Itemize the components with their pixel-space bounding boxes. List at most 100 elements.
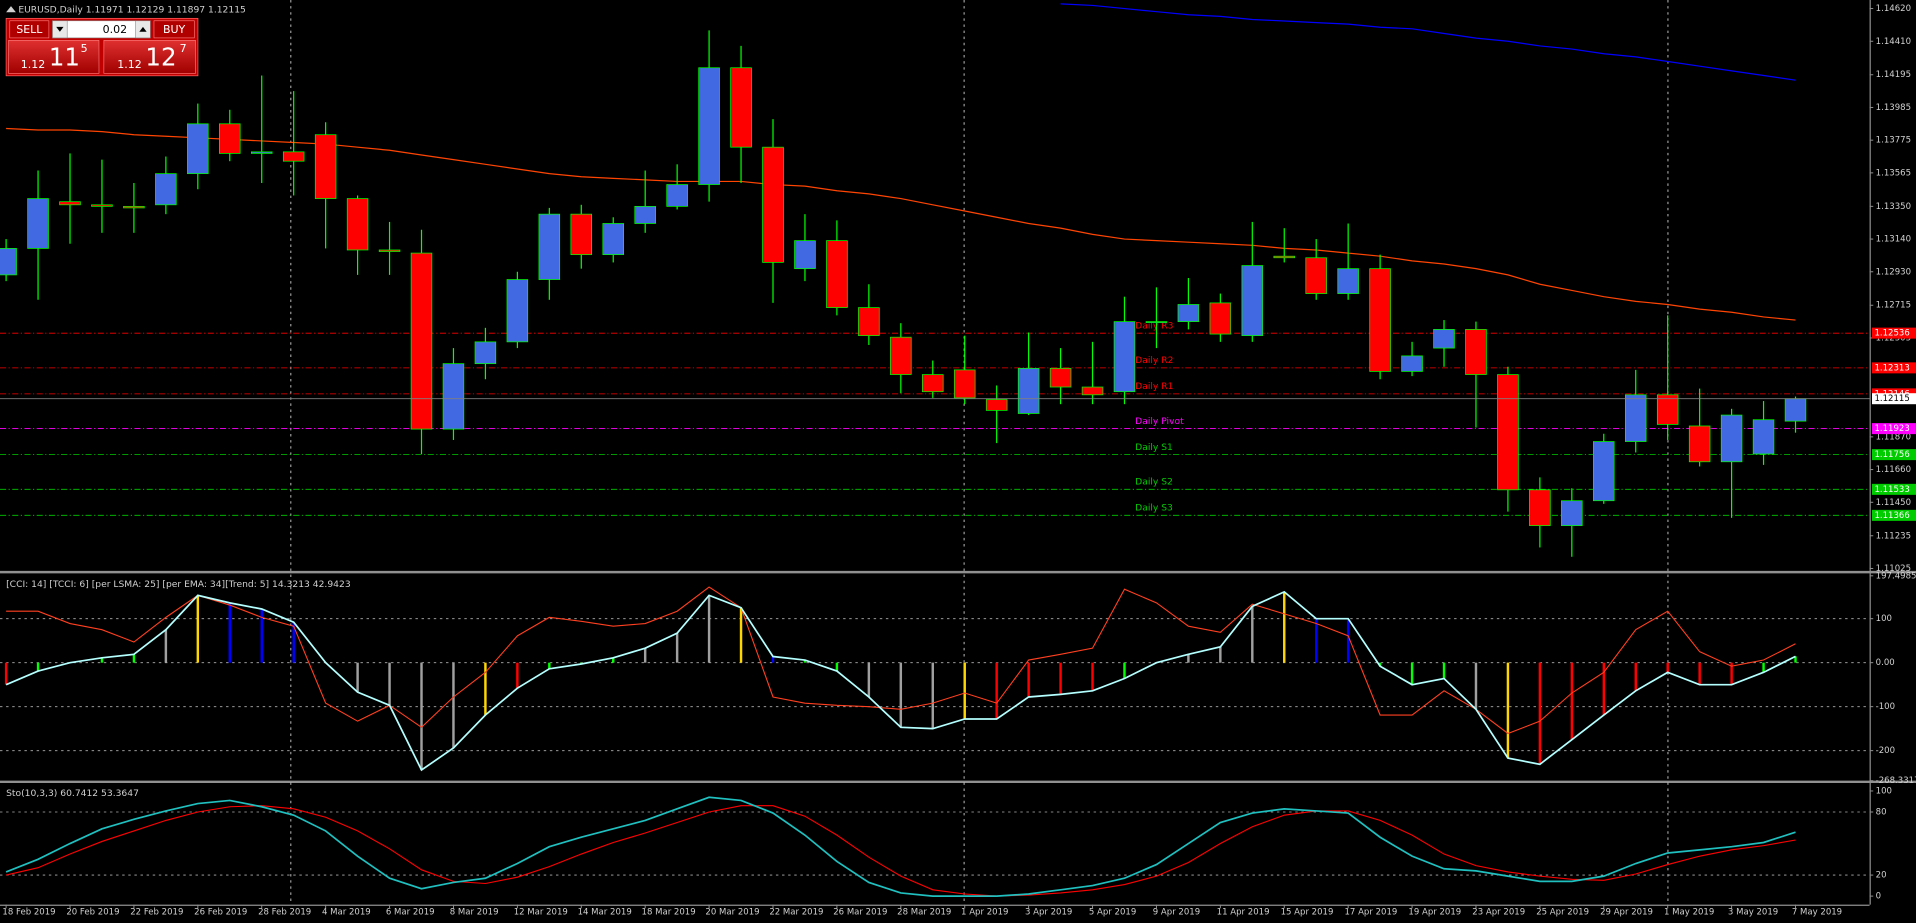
candle-body xyxy=(922,374,944,393)
x-tick-label: 3 Apr 2019 xyxy=(1025,907,1072,917)
x-tick-label: 6 Mar 2019 xyxy=(386,907,435,917)
x-tick-label: 18 Mar 2019 xyxy=(642,907,696,917)
y-tick-label: -100 xyxy=(1876,702,1895,712)
candle-body xyxy=(187,123,209,175)
price-tag xyxy=(1872,483,1916,495)
candle-body xyxy=(91,204,113,207)
y-tick-label: 1.14195 xyxy=(1876,70,1911,80)
candle-body xyxy=(1720,414,1743,463)
candle-body xyxy=(1433,329,1455,349)
y-tick-label: 1.12715 xyxy=(1876,301,1911,311)
candle-body xyxy=(1017,367,1040,414)
candle-body xyxy=(1401,355,1423,372)
buy-price-box[interactable] xyxy=(103,40,196,74)
candle-body xyxy=(442,363,465,430)
candle-body xyxy=(1561,500,1583,527)
candle-body xyxy=(826,240,848,308)
ask-pips: 12 xyxy=(145,43,176,72)
ask-big: 1.12 xyxy=(117,58,141,71)
indicator-line xyxy=(5,590,1796,772)
candle-body xyxy=(1784,398,1807,422)
candle-body xyxy=(123,205,145,209)
y-tick-label: -268.3317 xyxy=(1876,776,1916,786)
candle-body xyxy=(1497,374,1519,491)
candle-body xyxy=(59,201,81,206)
buy-label: BUY xyxy=(163,23,186,36)
candle-body xyxy=(506,279,529,343)
candle-body xyxy=(602,223,624,256)
candle-body xyxy=(794,240,816,270)
candle-body xyxy=(1656,394,1679,425)
candle-body xyxy=(890,336,912,375)
candle-body xyxy=(570,213,593,256)
price-plot xyxy=(6,3,1796,321)
y-tick-label: 1.11450 xyxy=(1876,498,1911,508)
indicator-line xyxy=(6,586,1796,735)
pivot-label: Daily R2 xyxy=(1135,355,1173,366)
x-tick-label: 25 Apr 2019 xyxy=(1536,907,1589,917)
sell-price-box[interactable] xyxy=(8,40,100,74)
candle-body xyxy=(474,341,497,365)
cci-title: [CCI: 14] [TCCI: 6] [per LSMA: 25] [per … xyxy=(6,579,351,590)
x-tick-label: 11 Apr 2019 xyxy=(1217,907,1270,917)
y-tick-label: 1.11870 xyxy=(1876,432,1911,442)
bid-pips: 11 xyxy=(49,43,80,72)
y-tick-label: 80 xyxy=(1876,807,1887,817)
decrease-arrow xyxy=(56,26,64,32)
price-tag xyxy=(1872,362,1916,374)
current-price-tag xyxy=(1872,393,1916,405)
candle-body xyxy=(698,67,720,185)
candle-body xyxy=(346,198,369,251)
sell-button[interactable] xyxy=(9,20,50,39)
x-tick-label: 19 Apr 2019 xyxy=(1408,907,1461,917)
indicator-line xyxy=(5,796,1796,897)
y-tick-label: 1.11660 xyxy=(1876,465,1911,475)
candle-body xyxy=(666,184,688,207)
x-tick-label: 26 Feb 2019 xyxy=(194,907,247,917)
candle-body xyxy=(1145,321,1168,323)
y-tick-label: 1.11235 xyxy=(1876,531,1911,541)
indicator-line xyxy=(5,805,1796,897)
x-tick-label: 8 Mar 2019 xyxy=(450,907,499,917)
candle-body xyxy=(1624,394,1647,442)
y-tick-label: 1.11025 xyxy=(1876,564,1911,574)
collapse-icon[interactable] xyxy=(6,6,16,13)
x-tick-label: 14 Mar 2019 xyxy=(578,907,632,917)
price-tag-label: 1.11366 xyxy=(1874,511,1909,521)
pivot-label: Daily S1 xyxy=(1135,442,1173,453)
candle-body xyxy=(1465,329,1487,375)
price-tag xyxy=(1872,509,1916,521)
y-tick-label: 1.14410 xyxy=(1876,37,1911,47)
bid-big: 1.12 xyxy=(21,58,45,71)
candle-body xyxy=(410,252,433,430)
current-price-label: 1.12115 xyxy=(1874,394,1909,404)
candle-body xyxy=(953,369,976,399)
candle-body xyxy=(1241,265,1264,336)
pivot-label: Daily S2 xyxy=(1135,477,1173,488)
trade-panel: SELL 0.02 BUY 1.12 11 5 1.12 12 7 xyxy=(5,17,199,77)
candle-body xyxy=(219,123,241,154)
bid-fraction: 5 xyxy=(81,42,88,55)
candle-body xyxy=(1529,489,1551,527)
chart-layer: 1.14620 1.14410 1.14195 1.13985 1.13775 1.135… xyxy=(0,3,1916,917)
x-tick-label: 9 Apr 2019 xyxy=(1153,907,1200,917)
y-tick-label: 1.13985 xyxy=(1876,103,1911,113)
candle-body xyxy=(1688,425,1711,463)
candle-body xyxy=(250,151,273,154)
x-tick-label: 5 Apr 2019 xyxy=(1089,907,1136,917)
x-tick-label: 28 Mar 2019 xyxy=(897,907,951,917)
y-tick-label: 0.00 xyxy=(1876,658,1895,668)
y-tick-label: 197.4985 xyxy=(1876,571,1916,581)
candle-body xyxy=(858,307,880,336)
y-tick-label: 1.13140 xyxy=(1876,235,1911,245)
x-tick-label: 22 Mar 2019 xyxy=(769,907,823,917)
y-tick-label: 1.14620 xyxy=(1876,4,1911,14)
x-tick-label: 23 Apr 2019 xyxy=(1472,907,1525,917)
x-tick-label: 3 May 2019 xyxy=(1728,907,1778,917)
price-tag xyxy=(1872,423,1916,435)
price-tag xyxy=(1872,449,1916,461)
x-tick-label: 1 Apr 2019 xyxy=(961,907,1008,917)
candle-body xyxy=(1113,321,1136,393)
price-tag-label: 1.11923 xyxy=(1874,424,1909,434)
buy-button[interactable] xyxy=(153,20,195,39)
